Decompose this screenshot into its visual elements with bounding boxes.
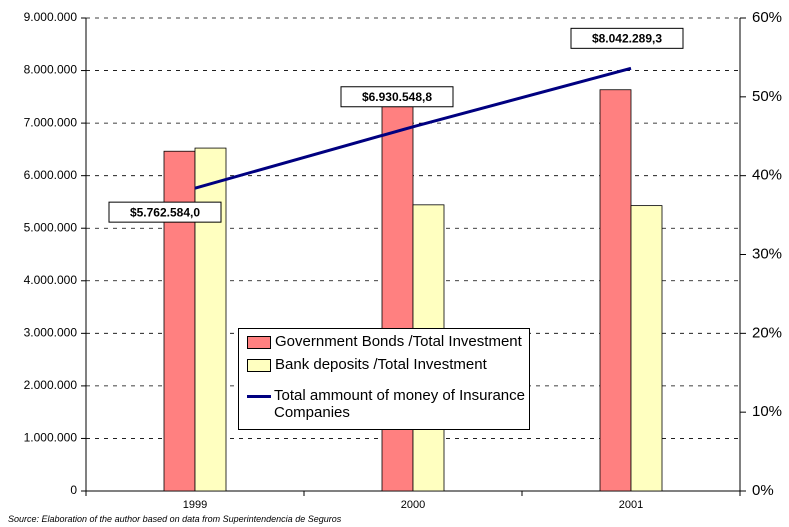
data-label-box [340,86,454,108]
legend-swatch [247,359,271,372]
y2-tick-label: 50% [752,88,782,105]
legend-swatch [247,395,271,398]
bar [630,205,663,492]
data-label-box [108,201,222,223]
legend-label: Total ammount of money of Insurance Comp… [274,387,525,421]
y-tick-label: 9.000.000 [24,10,78,24]
y-tick-label: 0 [70,483,77,497]
bar [381,91,414,492]
x-tick-label: 2000 [401,499,425,511]
x-tick-label: 2001 [619,499,643,511]
y-tick-label: 3.000.000 [24,326,78,340]
data-label-box [570,27,684,49]
legend-item: Government Bonds /Total Investment [247,333,525,350]
y2-tick-label: 40% [752,167,782,184]
source-note: Source: Elaboration of the author based … [8,514,342,524]
legend-label: Bank deposits /Total Investment [275,356,487,373]
legend-item: Bank deposits /Total Investment [247,356,525,373]
y-tick-label: 5.000.000 [24,220,78,234]
bar [599,89,632,492]
data-label-text: $8.042.289,3 [592,32,662,46]
y-tick-label: 7.000.000 [24,115,78,129]
data-label: $5.762.584,0 [108,201,222,223]
y2-tick-label: 0% [752,482,774,499]
data-label-text: $5.762.584,0 [130,205,200,219]
y2-tick-label: 60% [752,9,782,26]
y-tick-label: 8.000.000 [24,63,78,77]
legend: Government Bonds /Total Investment Bank d… [238,328,530,430]
y-tick-label: 1.000.000 [24,431,78,445]
y2-tick-label: 10% [752,403,782,420]
x-tick-label: 1999 [183,499,207,511]
bar [194,147,227,492]
y2-tick-label: 20% [752,324,782,341]
y-tick-label: 2.000.000 [24,378,78,392]
data-label-text: $6.930.548,8 [362,90,432,104]
data-label: $8.042.289,3 [570,27,684,49]
legend-item: Total ammount of money of Insurance Comp… [247,387,525,421]
legend-label: Government Bonds /Total Investment [275,333,522,350]
line [194,66,632,190]
y-tick-label: 6.000.000 [24,168,78,182]
y2-tick-label: 30% [752,245,782,262]
data-label: $6.930.548,8 [340,86,454,108]
legend-swatch [247,336,271,349]
y-tick-label: 4.000.000 [24,273,78,287]
